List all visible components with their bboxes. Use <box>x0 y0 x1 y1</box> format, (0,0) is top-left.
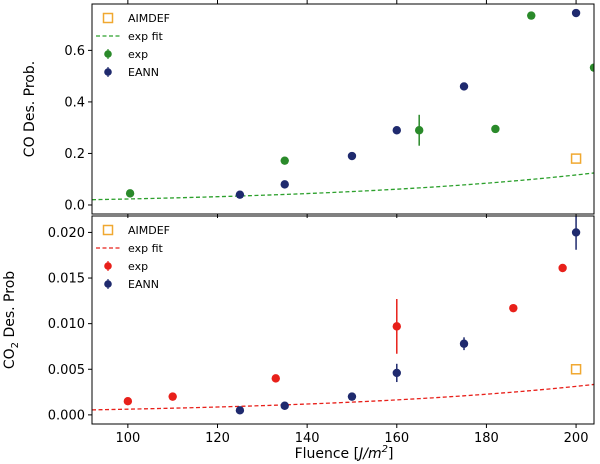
data-point <box>392 368 401 378</box>
fit-curve <box>92 383 594 411</box>
legend-marker <box>104 50 112 58</box>
y-tick-label: 0.0 <box>64 198 85 213</box>
legend-label: EANN <box>128 66 159 79</box>
x-tick-label: 160 <box>384 431 409 446</box>
y-tick-label: 0.2 <box>64 147 85 162</box>
bottom-plot-layer <box>92 216 594 415</box>
data-point-square <box>570 153 582 164</box>
data-point <box>571 8 581 18</box>
data-point <box>235 190 245 199</box>
y-tick-label: 0.020 <box>48 226 85 241</box>
y-tick-label: 0.6 <box>64 44 85 59</box>
plot-area <box>92 8 594 201</box>
data-point-square <box>570 364 582 375</box>
x-tick-label: 180 <box>474 431 499 446</box>
legend-label: AIMDEF <box>128 12 170 25</box>
y-tick-label: 0.000 <box>48 408 85 423</box>
top-legend: AIMDEF exp fit exp EANN <box>96 12 170 79</box>
legend-marker <box>104 280 112 288</box>
top-axes-frame <box>91 3 595 215</box>
top-ticks: 0.0 0.2 0.4 0.6 <box>64 0 577 218</box>
data-point <box>347 151 357 161</box>
legend-marker <box>102 224 114 236</box>
legend-label: exp fit <box>128 242 163 255</box>
top-plot-layer <box>92 8 594 201</box>
x-tick-label: 120 <box>205 431 230 446</box>
data-point <box>123 396 133 406</box>
legend-label: EANN <box>128 278 159 291</box>
data-point <box>347 392 357 401</box>
x-tick-label: 140 <box>295 431 320 446</box>
top-panel: 0.0 0.2 0.4 0.6 CO Des. Prob. AIMDEF exp fit… <box>22 0 595 218</box>
bottom-legend: AIMDEF exp fit exp EANN <box>96 224 170 291</box>
fit-curve <box>92 172 594 201</box>
legend-marker <box>104 262 112 270</box>
bottom-panel: 100 120 140 160 180 200 0.000 0.005 0.010 0.015 0.… <box>2 215 595 462</box>
legend-marker <box>104 68 112 76</box>
y-tick-label: 0.015 <box>48 272 85 287</box>
data-point <box>527 11 536 20</box>
legend-label: AIMDEF <box>128 224 170 237</box>
x-tick-label: 200 <box>564 431 589 446</box>
data-point <box>392 126 401 135</box>
data-point <box>571 228 581 237</box>
bottom-axes-frame <box>91 215 595 425</box>
data-point <box>271 374 280 383</box>
plot-area <box>92 216 594 415</box>
bottom-ticks: 100 120 140 160 180 200 0.000 0.005 0.010 0.015 0.… <box>48 226 589 446</box>
data-point <box>280 156 289 165</box>
x-tick-label: 100 <box>115 431 140 446</box>
data-point <box>589 63 594 72</box>
legend-label: exp fit <box>128 30 163 43</box>
data-point <box>235 406 245 415</box>
data-point <box>168 392 177 401</box>
data-point <box>280 180 289 189</box>
bottom-y-axis-label: CO2 Des. Prob <box>2 271 21 369</box>
data-point <box>558 263 567 273</box>
data-point <box>491 124 500 134</box>
y-tick-label: 0.010 <box>48 317 85 332</box>
data-point <box>509 303 518 313</box>
y-tick-label: 0.4 <box>64 95 85 110</box>
data-point <box>392 322 401 331</box>
data-point <box>125 189 135 198</box>
legend-label: exp <box>128 48 148 61</box>
top-y-axis-label: CO Des. Prob. <box>22 61 38 157</box>
x-axis-label: Fluence [J/m2] <box>295 444 394 462</box>
data-point <box>459 339 469 348</box>
y-tick-label: 0.005 <box>48 363 85 378</box>
data-point <box>280 401 289 410</box>
data-point <box>459 82 469 91</box>
data-point <box>414 126 424 135</box>
legend-marker <box>102 12 114 24</box>
legend-label: exp <box>128 260 148 273</box>
